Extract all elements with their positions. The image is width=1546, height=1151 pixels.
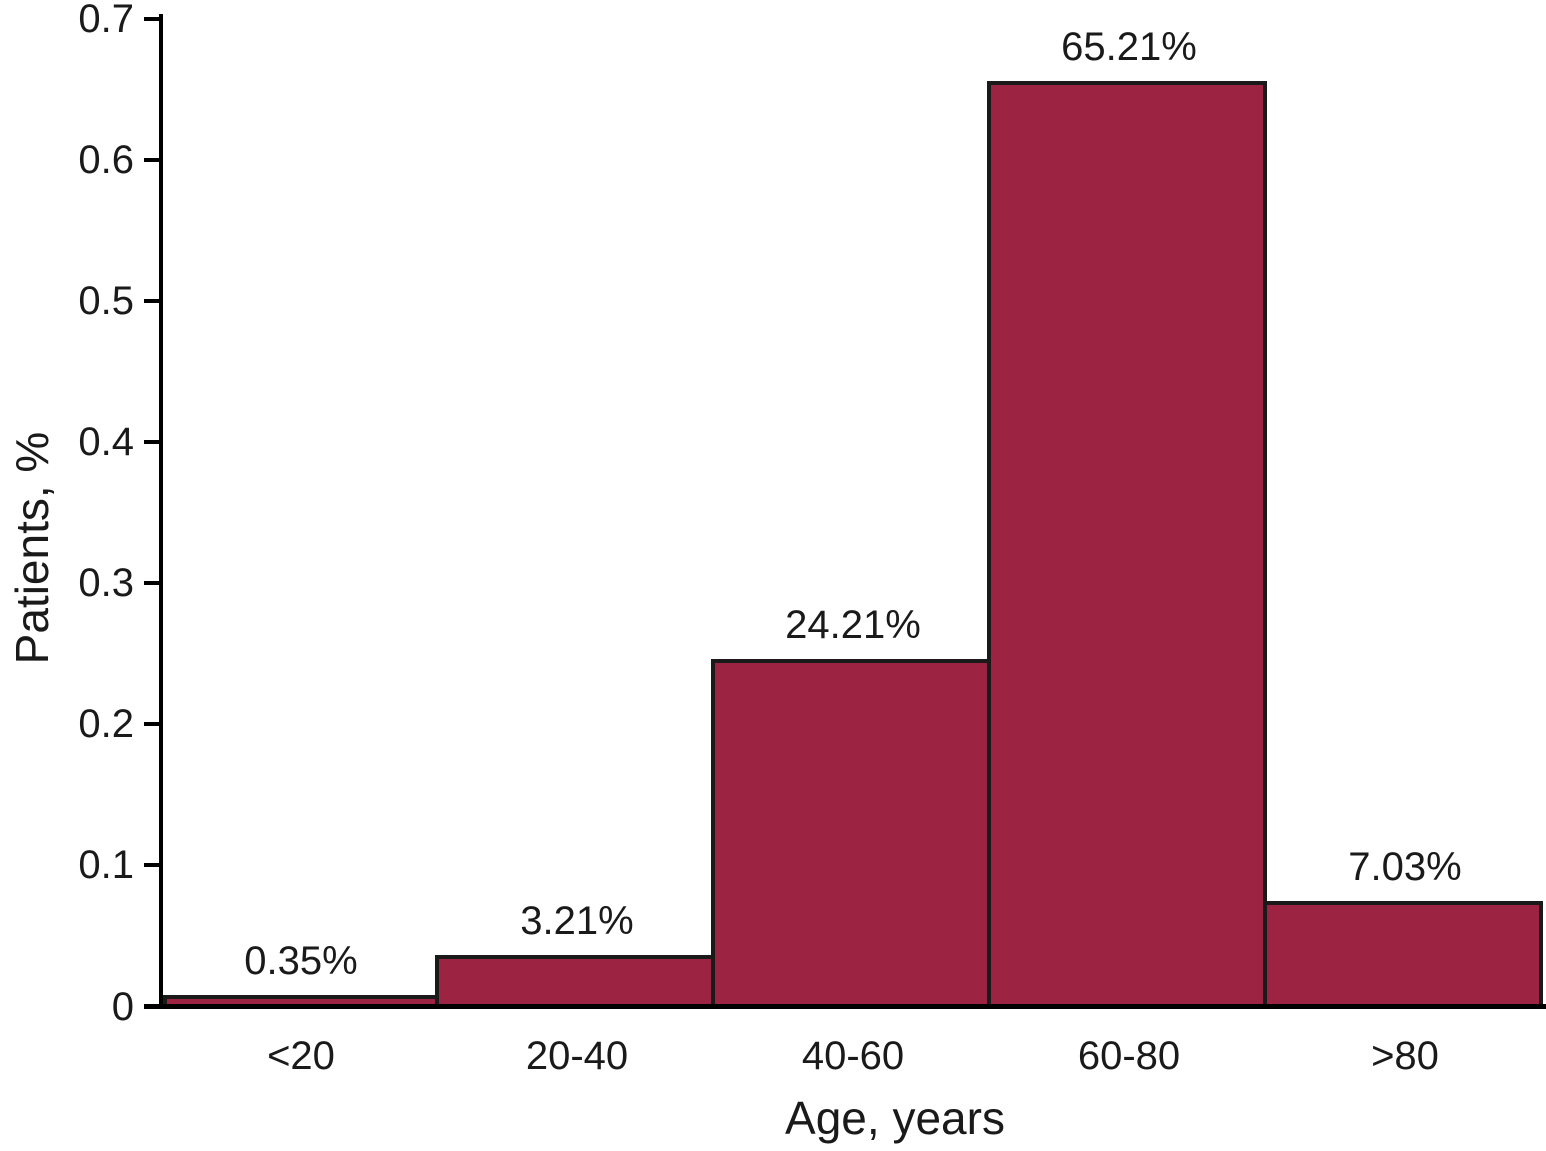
y-tick-label: 0.1	[78, 843, 134, 888]
bar-value-label: 3.21%	[520, 898, 634, 943]
x-tick-label: >80	[1371, 1034, 1439, 1078]
bar-4	[987, 81, 1267, 1004]
bar-value-label: 65.21%	[1061, 25, 1197, 70]
y-tick-label: 0	[111, 984, 134, 1029]
x-axis-title: Age, years	[785, 1092, 1005, 1144]
bar-value-label: 0.35%	[244, 939, 358, 984]
y-tick-mark	[144, 16, 159, 21]
plot-area: 0.35% 3.21% 24.21% 65.21% 7.03%	[163, 18, 1543, 1004]
y-tick-label: 0.6	[78, 137, 134, 182]
bar-value-label: 7.03%	[1348, 844, 1462, 889]
y-tick-mark	[144, 157, 159, 162]
x-tick-label: <20	[267, 1034, 335, 1078]
bar-value-label: 24.21%	[785, 603, 921, 647]
y-tick-label: 0.4	[78, 419, 134, 464]
y-tick-label: 0.3	[78, 561, 134, 606]
y-tick-mark	[144, 1004, 159, 1009]
y-tick-mark	[144, 722, 159, 727]
y-tick-label: 0.7	[78, 0, 134, 41]
x-tick-label: 60-80	[1077, 1034, 1181, 1078]
bar-3	[711, 659, 991, 1004]
x-tick-label: 20-40	[525, 1034, 629, 1078]
y-tick-mark	[144, 863, 159, 868]
y-tick-mark	[144, 298, 159, 303]
bar-2	[435, 954, 715, 1004]
y-tick-label: 0.2	[78, 702, 134, 747]
y-tick-mark	[144, 439, 159, 444]
bar-1	[163, 995, 439, 1004]
bar-5	[1263, 900, 1543, 1004]
y-tick-label: 0.5	[78, 278, 134, 323]
y-axis-title: Patients, %	[6, 431, 58, 665]
x-axis-line	[144, 1004, 1546, 1009]
y-tick-mark	[144, 581, 159, 586]
y-axis-line	[159, 14, 163, 1009]
x-tick-label: 40-60	[801, 1034, 905, 1078]
